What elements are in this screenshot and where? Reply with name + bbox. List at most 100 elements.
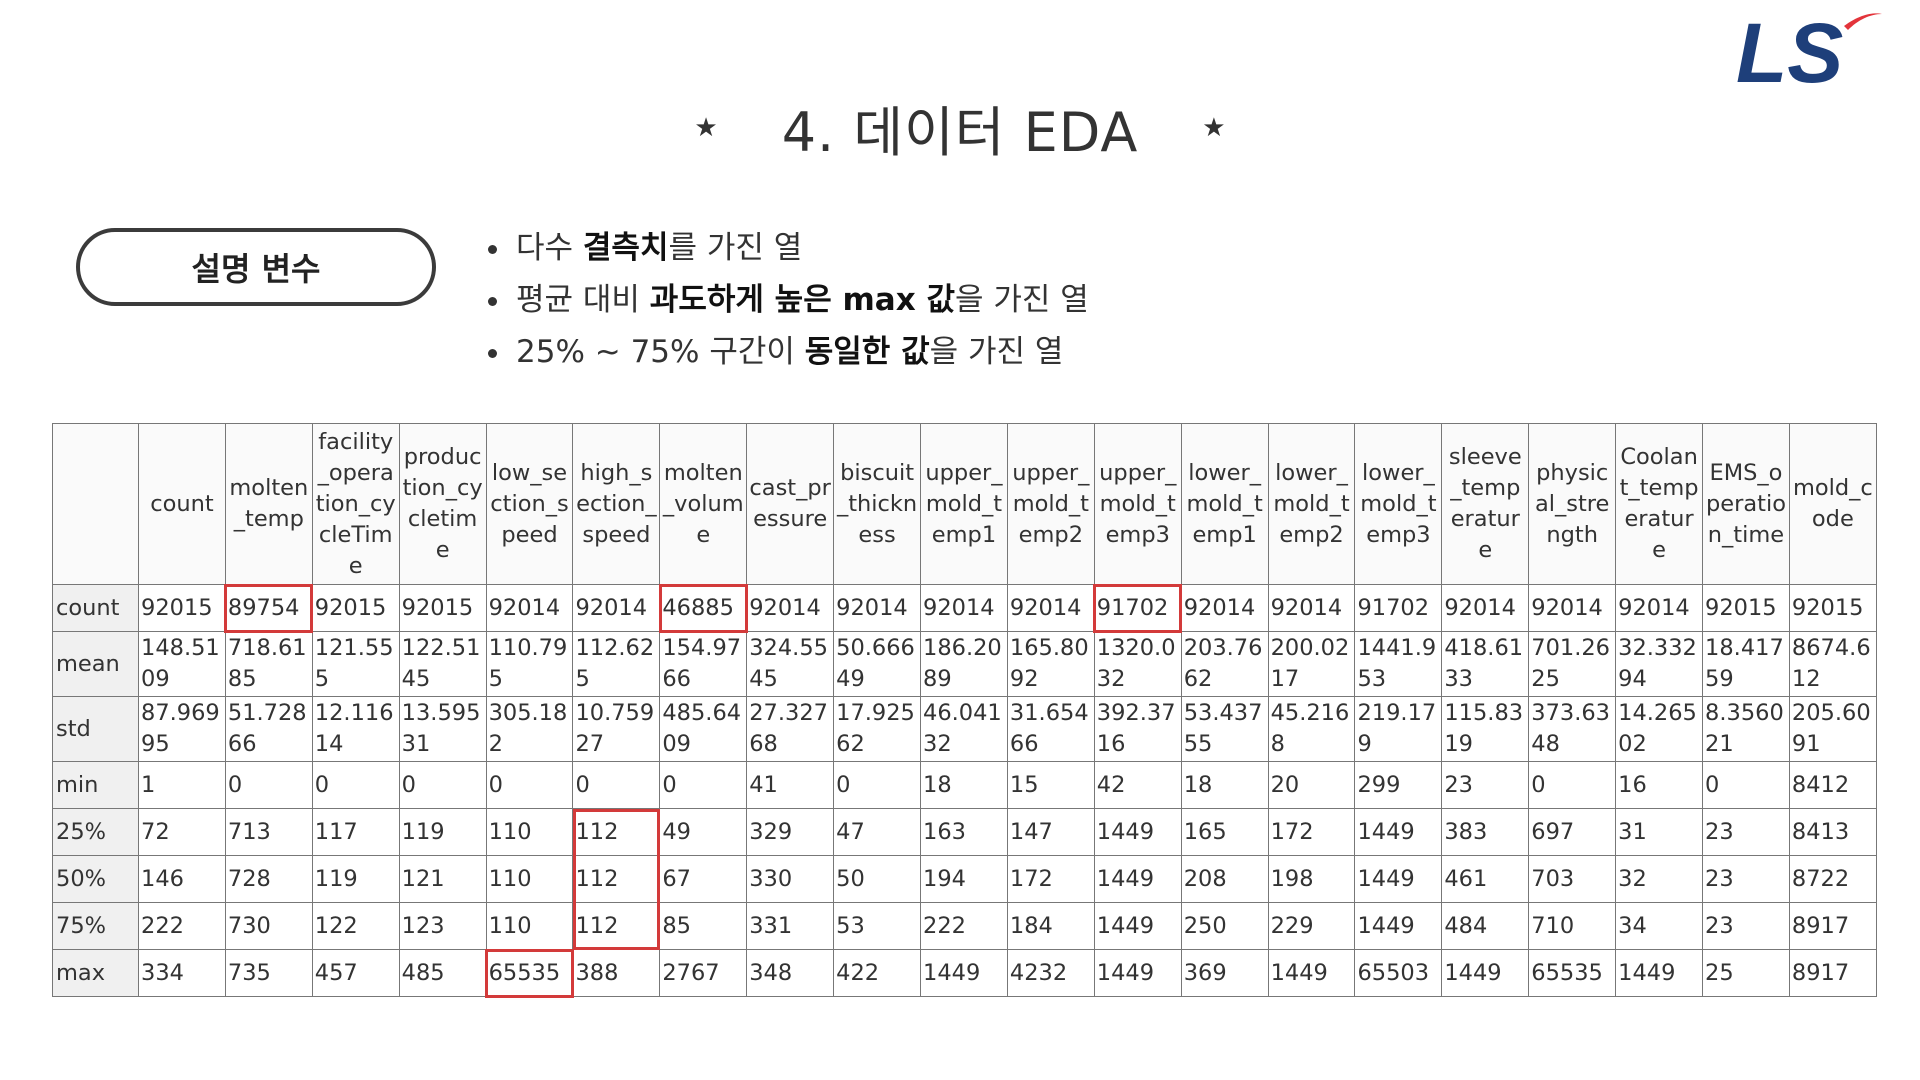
table-cell: 172 bbox=[1006, 855, 1095, 903]
table-cell: 194 bbox=[920, 855, 1008, 903]
bullet-item: 평균 대비 과도하게 높은 max 값을 가진 열 bbox=[488, 274, 1089, 326]
row-label: min bbox=[52, 761, 139, 809]
table-cell: 32 bbox=[1615, 855, 1704, 903]
table-cell: 112 bbox=[572, 808, 661, 856]
table-cell: 16 bbox=[1615, 761, 1704, 809]
table-cell: 200.0217 bbox=[1267, 631, 1356, 697]
table-row: max 334 735 457 485 65535 388 2767 348 422 1449 423… bbox=[52, 948, 1877, 998]
table-cell: 186.2089 bbox=[920, 631, 1008, 697]
column-header: lower_mold_temp2 bbox=[1267, 423, 1356, 585]
table-cell: 165 bbox=[1180, 808, 1269, 856]
column-header: molten_temp bbox=[224, 423, 313, 585]
table-cell: 184 bbox=[1006, 902, 1095, 950]
bullet-list: 다수 결측치를 가진 열 평균 대비 과도하게 높은 max 값을 가진 열 2… bbox=[488, 222, 1089, 378]
column-header: facility_operation_cycleTime bbox=[311, 423, 400, 585]
table-cell: 330 bbox=[746, 855, 835, 903]
table-cell: 718.6185 bbox=[224, 631, 313, 697]
table-cell: 8722 bbox=[1788, 855, 1877, 903]
logo-text: LS bbox=[1736, 8, 1843, 90]
table-cell: 331 bbox=[746, 902, 835, 950]
table-cell: 91702 bbox=[1354, 584, 1443, 632]
table-cell: 165.8092 bbox=[1006, 631, 1095, 697]
table-cell: 53.43755 bbox=[1180, 696, 1269, 762]
table-cell: 1449 bbox=[1093, 949, 1182, 997]
table-cell: 1449 bbox=[1441, 949, 1530, 997]
table-cell: 92015 bbox=[398, 584, 487, 632]
table-cell: 1449 bbox=[1615, 949, 1704, 997]
table-cell: 392.3716 bbox=[1093, 696, 1182, 762]
table-cell: 18 bbox=[920, 761, 1008, 809]
table-cell: 713 bbox=[224, 808, 313, 856]
table-cell: 18 bbox=[1180, 761, 1269, 809]
table-cell: 0 bbox=[833, 761, 922, 809]
table-cell: 112.625 bbox=[572, 631, 661, 697]
row-label: 75% bbox=[52, 902, 139, 950]
table-cell: 92014 bbox=[833, 584, 922, 632]
row-label: count bbox=[52, 584, 139, 632]
table-cell: 92015 bbox=[1788, 584, 1877, 632]
table-cell: 13.59531 bbox=[398, 696, 487, 762]
table-cell: 65503 bbox=[1354, 949, 1443, 997]
table-cell: 8674.612 bbox=[1788, 631, 1877, 697]
table-cell: 15 bbox=[1006, 761, 1095, 809]
table-cell: 205.6091 bbox=[1788, 696, 1877, 762]
table-cell: 41 bbox=[746, 761, 835, 809]
table-cell: 17.92562 bbox=[833, 696, 922, 762]
table-cell: 23 bbox=[1702, 855, 1790, 903]
table-cell: 121.555 bbox=[311, 631, 400, 697]
highlighted-cell: 89754 bbox=[224, 583, 314, 633]
table-cell: 147 bbox=[1006, 808, 1095, 856]
page-title: 4. 데이터 EDA bbox=[781, 101, 1139, 164]
row-label: std bbox=[52, 696, 139, 762]
table-cell: 0 bbox=[224, 761, 313, 809]
table-cell: 8917 bbox=[1788, 949, 1877, 997]
table-cell: 329 bbox=[746, 808, 835, 856]
table-cell: 92014 bbox=[572, 584, 661, 632]
table-cell: 34 bbox=[1615, 902, 1704, 950]
table-cell: 65535 bbox=[1528, 949, 1617, 997]
table-cell: 92015 bbox=[311, 584, 400, 632]
table-cell: 203.7662 bbox=[1180, 631, 1269, 697]
table-cell: 334 bbox=[138, 949, 226, 997]
table-cell: 115.8319 bbox=[1441, 696, 1530, 762]
table-cell: 122.5145 bbox=[398, 631, 487, 697]
column-header: production_cycletime bbox=[398, 423, 487, 585]
star-left-icon: ★ bbox=[694, 112, 718, 143]
table-cell: 348 bbox=[746, 949, 835, 997]
table-cell: 229 bbox=[1267, 902, 1356, 950]
table-cell: 72 bbox=[138, 808, 226, 856]
table-row: count 92015 89754 92015 92015 92014 92014 46885… bbox=[52, 583, 1877, 633]
table-cell: 305.182 bbox=[485, 696, 574, 762]
table-cell: 163 bbox=[920, 808, 1008, 856]
slide-header: ★ 4. 데이터 EDA ★ bbox=[0, 88, 1920, 167]
table-cell: 110 bbox=[485, 855, 574, 903]
table-cell: 45.2168 bbox=[1267, 696, 1356, 762]
table-cell: 299 bbox=[1354, 761, 1443, 809]
table-cell: 112 bbox=[572, 855, 661, 903]
table-cell: 42 bbox=[1093, 761, 1182, 809]
table-cell: 92014 bbox=[1441, 584, 1530, 632]
row-label: max bbox=[52, 949, 139, 997]
table-cell: 222 bbox=[920, 902, 1008, 950]
table-cell: 1441.953 bbox=[1354, 631, 1443, 697]
table-cell: 0 bbox=[485, 761, 574, 809]
table-cell: 92014 bbox=[485, 584, 574, 632]
table-cell: 27.32768 bbox=[746, 696, 835, 762]
table-cell: 53 bbox=[833, 902, 922, 950]
table-cell: 23 bbox=[1702, 808, 1790, 856]
table-cell: 8413 bbox=[1788, 808, 1877, 856]
bullet-item: 다수 결측치를 가진 열 bbox=[488, 222, 1089, 274]
table-cell: 92014 bbox=[746, 584, 835, 632]
column-header: upper_mold_temp2 bbox=[1006, 423, 1095, 585]
table-cell: 112 bbox=[572, 902, 661, 950]
table-cell: 110 bbox=[485, 902, 574, 950]
table-cell: 710 bbox=[1528, 902, 1617, 950]
highlighted-cell: 65535 bbox=[485, 948, 574, 998]
table-cell: 383 bbox=[1441, 808, 1530, 856]
table-cell: 1449 bbox=[1354, 808, 1443, 856]
column-header: low_section_speed bbox=[485, 423, 574, 585]
table-cell: 92014 bbox=[1180, 584, 1269, 632]
table-cell: 418.6133 bbox=[1441, 631, 1530, 697]
table-cell: 47 bbox=[833, 808, 922, 856]
table-cell: 8917 bbox=[1788, 902, 1877, 950]
